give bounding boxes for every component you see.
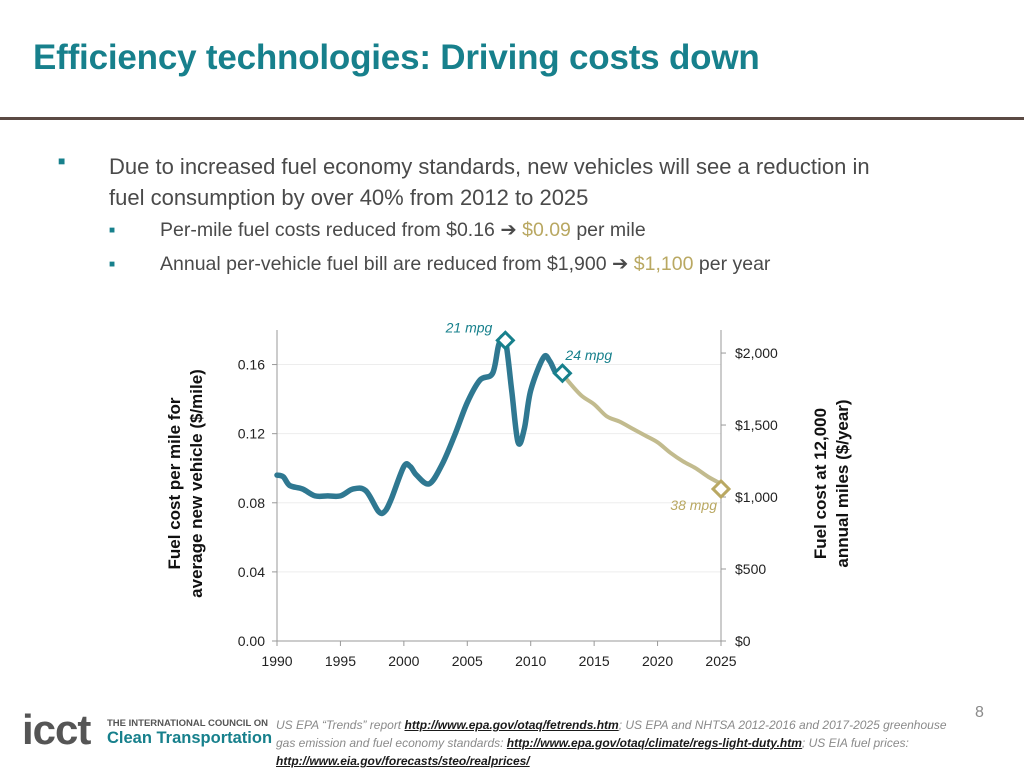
y-left-axis-title-line: average new vehicle ($/mile)	[187, 369, 206, 598]
highlight-value: $0.09	[522, 219, 571, 241]
x-tick-label: 2020	[642, 653, 673, 669]
x-tick-label: 2010	[515, 653, 546, 669]
sub-bullet-text: Per-mile fuel costs reduced from $0.16	[160, 219, 495, 241]
sub-bullet-suffix: per mile	[576, 219, 646, 241]
y-right-tick-label: $0	[735, 633, 751, 649]
right-arrow-icon: ➔	[500, 219, 517, 241]
icct-logo: icct	[22, 706, 91, 753]
y-left-tick-label: 0.16	[238, 357, 265, 373]
source-link-eia[interactable]: http://www.eia.gov/forecasts/steo/realpr…	[276, 754, 530, 768]
diamond-marker	[552, 363, 573, 384]
page-number: 8	[975, 704, 984, 721]
x-tick-label: 2000	[388, 653, 419, 669]
x-tick-label: 1990	[261, 653, 292, 669]
sub-bullet-square-icon: ■	[109, 225, 116, 237]
logo-subtitle: THE INTERNATIONAL COUNCIL ON	[107, 718, 268, 729]
bullet-square-icon: ■	[58, 154, 66, 168]
projected-series-line	[560, 371, 723, 486]
fuel-cost-chart: 0.00 0.04 0.08 0.12 0.16 $0 $500 $1,000 $1,500 $2…	[150, 310, 870, 690]
y-right-axis-title-line: Fuel cost at 12,000	[811, 408, 830, 559]
y-right-tick-label: $2,000	[735, 345, 778, 361]
chart-svg: 0.00 0.04 0.08 0.12 0.16 $0 $500 $1,000 $1,500 $2…	[165, 319, 852, 669]
y-left-tick-label: 0.00	[238, 633, 265, 649]
y-right-tick-label: $1,000	[735, 489, 778, 505]
y-right-tick-label: $1,500	[735, 417, 778, 433]
sub-bullet-annual: ■ Annual per-vehicle fuel bill are reduce…	[109, 252, 770, 276]
sub-bullet-text: Annual per-vehicle fuel bill are reduced…	[160, 253, 607, 275]
y-left-tick-label: 0.08	[238, 495, 265, 511]
main-bullet-text: Due to increased fuel economy standards,…	[109, 154, 870, 210]
marker-label: 21 mpg	[445, 319, 493, 335]
sub-bullet-square-icon: ■	[109, 259, 116, 271]
diamond-marker	[495, 330, 516, 351]
title-divider	[0, 117, 1024, 120]
historical-series-line	[274, 333, 566, 517]
diamond-marker	[710, 478, 732, 500]
source-link-trends[interactable]: http://www.epa.gov/otaq/fetrends.htm	[404, 718, 619, 732]
sub-bullet-per-mile: ■ Per-mile fuel costs reduced from $0.16 …	[109, 218, 646, 242]
y-left-axis-title-line: Fuel cost per mile for	[165, 397, 184, 569]
logo-name: Clean Transportation	[107, 729, 273, 747]
sub-bullet-suffix: per year	[698, 253, 771, 275]
x-tick-label: 2005	[452, 653, 483, 669]
marker-label: 24 mpg	[564, 347, 612, 363]
x-tick-label: 2025	[705, 653, 736, 669]
y-right-axis-title-line: annual miles ($/year)	[833, 399, 852, 567]
highlight-value: $1,100	[633, 253, 694, 275]
x-tick-label: 2015	[579, 653, 610, 669]
right-arrow-icon: ➔	[612, 253, 629, 275]
x-tick-label: 1995	[325, 653, 356, 669]
y-left-tick-label: 0.12	[238, 426, 265, 442]
y-right-axis-title: Fuel cost at 12,000 annual miles ($/year)	[811, 399, 852, 567]
y-left-tick-label: 0.04	[238, 564, 265, 580]
source-link-regs[interactable]: http://www.epa.gov/otaq/climate/regs-lig…	[506, 736, 802, 750]
y-right-tick-label: $500	[735, 561, 766, 577]
page-title: Efficiency technologies: Driving costs d…	[33, 38, 760, 77]
marker-label: 38 mpg	[670, 497, 717, 513]
y-left-axis-title: Fuel cost per mile for average new vehicl…	[165, 369, 206, 598]
source-citation: US EPA “Trends” report http://www.epa.go…	[276, 718, 947, 768]
